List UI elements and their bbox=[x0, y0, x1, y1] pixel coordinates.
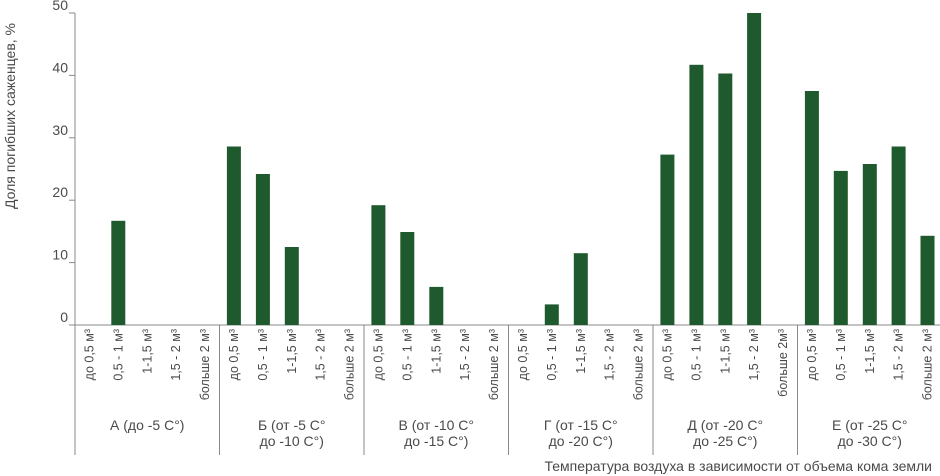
category-label: до 0,5 м³ bbox=[371, 329, 385, 380]
bar bbox=[226, 146, 241, 325]
category-label: 1,5 - 2 м³ bbox=[892, 329, 906, 381]
group-label: А (до -5 С°) bbox=[110, 417, 184, 433]
bar bbox=[660, 154, 675, 325]
category-label: больше 2 м³ bbox=[343, 329, 357, 400]
category-label: до 0,5 м³ bbox=[660, 329, 674, 380]
bar bbox=[920, 235, 935, 325]
group-label: В (от -10 С° bbox=[398, 417, 474, 433]
group-label: до -10 С°) bbox=[260, 433, 324, 449]
category-label: до 0,5 м³ bbox=[805, 329, 819, 380]
bar bbox=[804, 91, 819, 325]
category-label: больше 2 м³ bbox=[632, 329, 646, 400]
bar bbox=[371, 205, 386, 325]
category-label: 1-1,5 м³ bbox=[429, 329, 443, 374]
y-tick-label: 50 bbox=[52, 0, 68, 13]
y-axis-title: Доля погибших саженцев, % bbox=[2, 23, 18, 209]
category-label: 0,5 - 1 м³ bbox=[256, 329, 270, 381]
category-label: 1-1,5 м³ bbox=[863, 329, 877, 374]
bar bbox=[891, 146, 906, 325]
y-tick-label: 20 bbox=[52, 184, 68, 200]
chart-labels: 0 10 20 30 40 50 до 0,5 м³ 0,5 - 1 м³ 1-1,5 м³ 1,… bbox=[52, 0, 934, 449]
category-label: 0,5 - 1 м³ bbox=[689, 329, 703, 381]
category-label: до 0,5 м³ bbox=[82, 329, 96, 380]
category-label: 1,5 - 2 м³ bbox=[458, 329, 472, 381]
category-label: больше 2 м³ bbox=[921, 329, 935, 400]
bar bbox=[544, 304, 559, 325]
group-label: до -30 С°) bbox=[838, 433, 902, 449]
bar bbox=[747, 13, 762, 325]
x-axis-title: Температура воздуха в зависимости от объ… bbox=[544, 458, 932, 474]
category-label: больше 2м³ bbox=[776, 329, 790, 397]
group-label: Д (от -20 С° bbox=[687, 417, 763, 433]
group-label: до -15 С°) bbox=[404, 433, 468, 449]
category-label: 1,5 - 2 м³ bbox=[169, 329, 183, 381]
category-label: 1,5 - 2 м³ bbox=[747, 329, 761, 381]
category-label: 0,5 - 1 м³ bbox=[834, 329, 848, 381]
bar bbox=[284, 247, 299, 325]
category-label: 1,5 - 2 м³ bbox=[603, 329, 617, 381]
group-label: Г (от -15 С° bbox=[544, 417, 618, 433]
bar bbox=[833, 170, 848, 325]
category-label: 1,5 - 2 м³ bbox=[314, 329, 328, 381]
category-label: 1-1,5 м³ bbox=[285, 329, 299, 374]
category-label: 0,5 - 1 м³ bbox=[545, 329, 559, 381]
category-label: 1-1,5 м³ bbox=[574, 329, 588, 374]
y-tick-label: 40 bbox=[52, 59, 68, 75]
chart-axes bbox=[69, 12, 940, 455]
group-label: до -20 С°) bbox=[549, 433, 613, 449]
bar bbox=[400, 232, 415, 325]
category-label: до 0,5 м³ bbox=[227, 329, 241, 380]
category-label: 0,5 - 1 м³ bbox=[400, 329, 414, 381]
y-tick-label: 30 bbox=[52, 122, 68, 138]
bar bbox=[573, 253, 588, 325]
bar bbox=[862, 164, 877, 325]
bar bbox=[718, 73, 733, 325]
category-label: больше 2 м³ bbox=[198, 329, 212, 400]
y-tick-label: 0 bbox=[60, 309, 68, 325]
bar bbox=[429, 286, 444, 325]
group-label: до -25 С°) bbox=[693, 433, 757, 449]
category-label: 1-1,5 м³ bbox=[140, 329, 154, 374]
category-label: до 0,5 м³ bbox=[516, 329, 530, 380]
category-label: 0,5 - 1 м³ bbox=[111, 329, 125, 381]
bar bbox=[689, 64, 704, 326]
bar bbox=[111, 220, 126, 325]
category-label: 1-1,5 м³ bbox=[718, 329, 732, 374]
category-label: больше 2 м³ bbox=[487, 329, 501, 400]
group-label: Е (от -25 С° bbox=[832, 417, 908, 433]
bar bbox=[255, 174, 270, 325]
y-tick-label: 10 bbox=[52, 247, 68, 263]
group-label: Б (от -5 С° bbox=[258, 417, 326, 433]
chart-bars bbox=[111, 13, 935, 326]
